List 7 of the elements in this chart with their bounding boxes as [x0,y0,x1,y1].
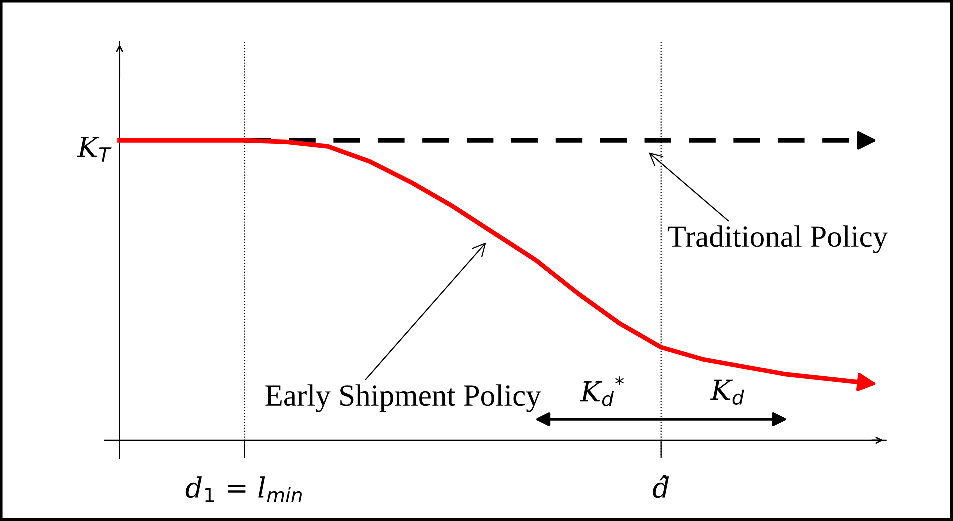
annotation: K$_{d}$ [710,380,744,405]
x-tick-label: d̂ [653,475,670,498]
x-tick-label: d$_{1}$ = l$_{min}$ [186,476,302,502]
annotation: K$_{T}$ [77,137,112,162]
annotation: Traditional Policy [668,226,888,254]
annotation: K$_{d}$$^{*}$ [580,376,624,406]
annotation: Early Shipment Policy [266,384,542,412]
